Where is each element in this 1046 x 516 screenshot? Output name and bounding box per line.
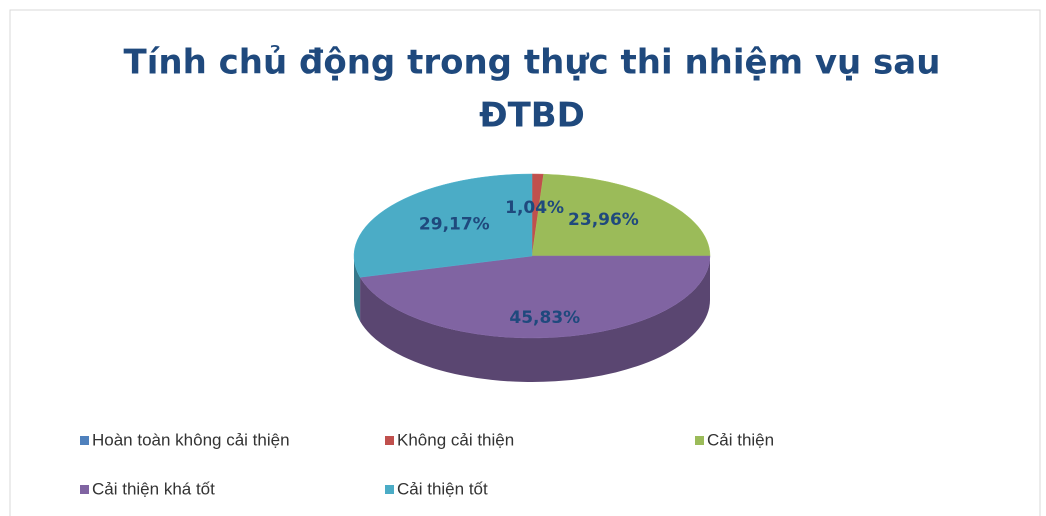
slice-side	[360, 256, 710, 382]
data-label: 29,17%	[419, 214, 490, 234]
chart-subtitle: ĐTBD	[479, 96, 585, 136]
legend-swatch	[80, 436, 89, 445]
legend-label: Cải thiện khá tốt	[92, 479, 215, 498]
legend-swatch	[385, 436, 394, 445]
data-label: 45,83%	[509, 308, 580, 328]
slice	[531, 173, 711, 257]
legend-label: Hoàn toàn không cải thiện	[92, 430, 290, 449]
chart-title: Tính chủ động trong thực thi nhiệm vụ sa…	[124, 43, 941, 83]
legend-label: Cải thiện tốt	[397, 479, 488, 498]
legend-swatch	[80, 485, 89, 494]
data-label: 23,96%	[568, 210, 639, 230]
legend-swatch	[695, 436, 704, 445]
legend-swatch	[385, 485, 394, 494]
legend-label: Không cải thiện	[397, 430, 514, 449]
legend-label: Cải thiện	[707, 430, 774, 449]
slice	[359, 255, 711, 339]
slice-side	[354, 256, 361, 322]
slice	[353, 173, 533, 278]
data-label: 1,04%	[505, 198, 564, 218]
